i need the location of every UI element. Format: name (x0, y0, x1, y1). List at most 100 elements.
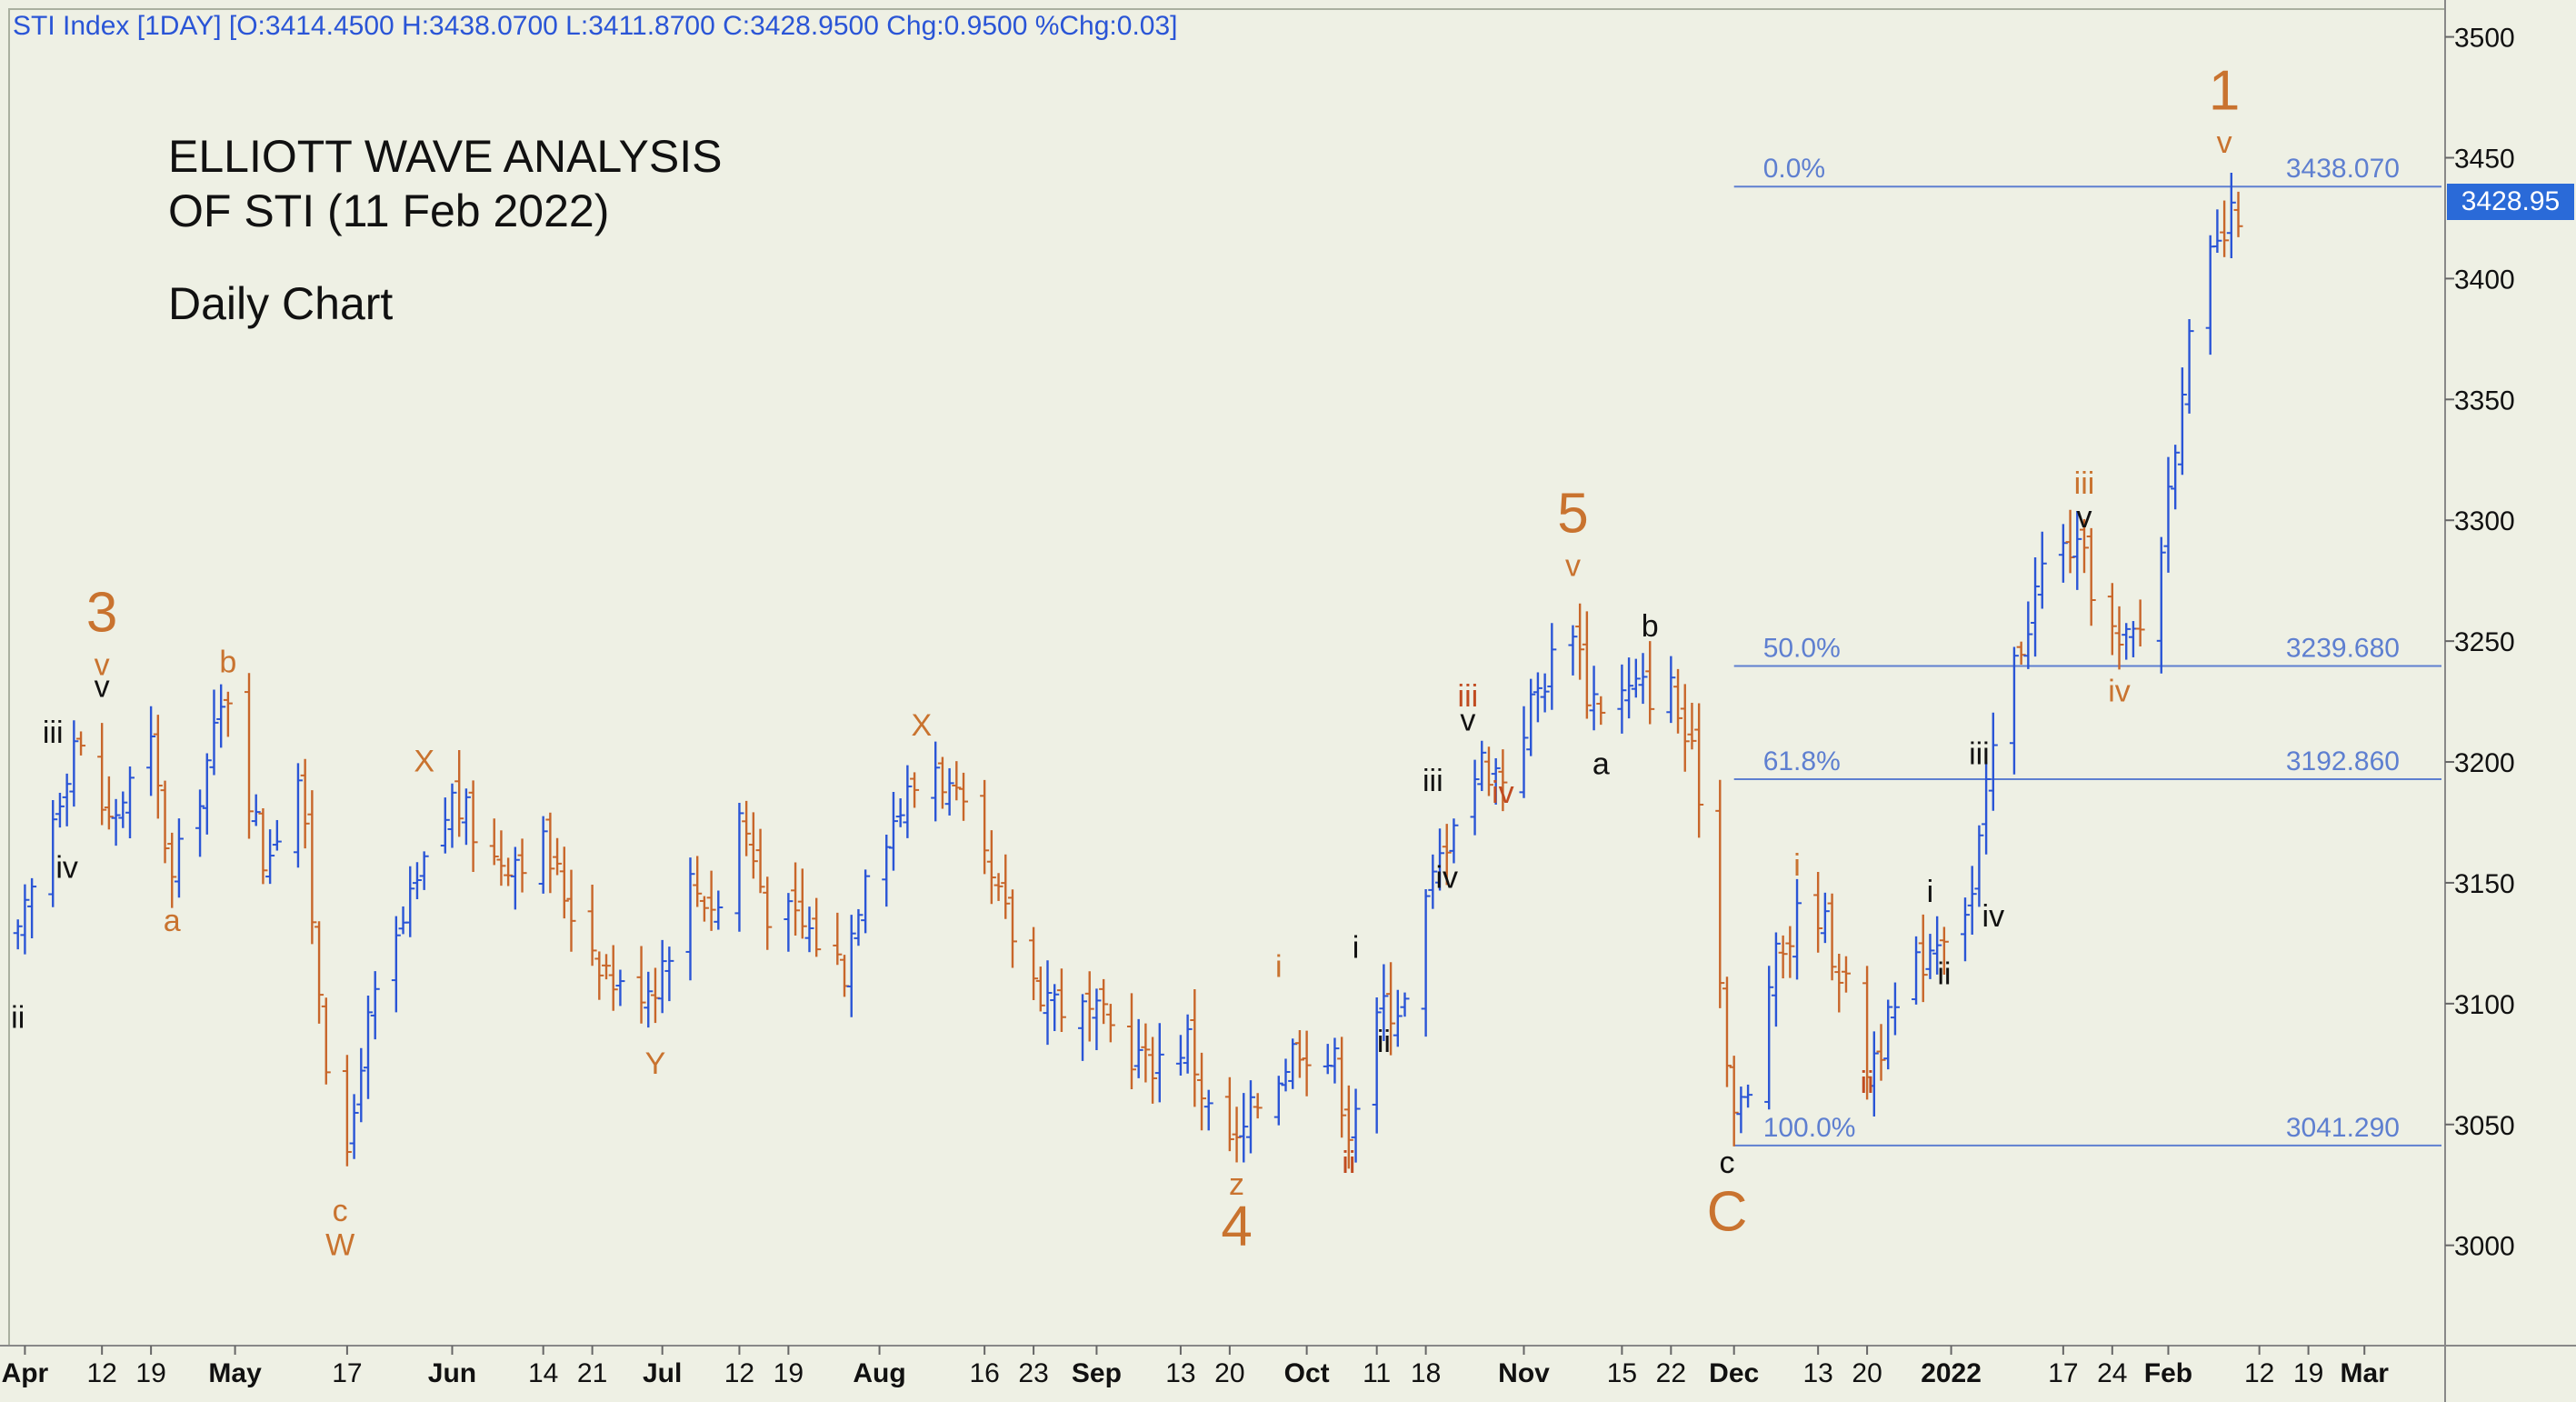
fib-value-2: 3192.860 (2286, 746, 2400, 776)
price-bar-134 (1330, 1037, 1340, 1084)
price-bar-127 (1253, 1093, 1263, 1119)
price-bar-29 (300, 758, 310, 849)
x-tick-label-23: Dec (1709, 1358, 1759, 1388)
price-bar-181 (1785, 926, 1795, 978)
price-bar-3 (48, 800, 58, 907)
price-bar-193 (1912, 936, 1922, 1005)
price-bar-187 (1841, 956, 1851, 993)
x-tick-label-6: 14 (528, 1358, 558, 1388)
price-bar-10 (111, 798, 121, 846)
x-tick-label-12: 16 (969, 1358, 999, 1388)
price-bar-207 (2037, 531, 2047, 609)
price-bar-219 (2163, 456, 2173, 573)
price-bar-114 (1133, 1018, 1143, 1078)
price-bar-110 (1092, 988, 1102, 1050)
wave-label-26: a (1593, 746, 1610, 781)
price-bar-71 (706, 870, 716, 931)
price-bar-149 (1477, 740, 1487, 792)
fib-value-3: 3041.290 (2286, 1113, 2400, 1143)
price-bar-220 (2171, 445, 2181, 510)
price-bar-160 (1582, 611, 1592, 719)
chart-subtitle: Daily Chart (168, 278, 394, 329)
price-bar-30 (307, 790, 317, 945)
x-tick-label-17: Oct (1284, 1358, 1330, 1388)
y-tick-label-2: 3100 (2454, 990, 2515, 1020)
price-bar-25 (258, 807, 268, 885)
x-tick-label-21: 15 (1607, 1358, 1637, 1388)
price-bar-192 (1890, 982, 1900, 1036)
price-bar-165 (1631, 658, 1641, 698)
price-bar-146 (1442, 824, 1452, 886)
price-bar-200 (1974, 825, 1984, 907)
price-bar-41 (412, 862, 422, 900)
price-bars (13, 173, 2243, 1169)
price-bar-49 (496, 830, 506, 886)
last-price-tag: 3428.95 (2447, 184, 2574, 220)
wave-label-7: b (219, 646, 236, 680)
price-bar-142 (1400, 992, 1410, 1017)
x-tick-label-16: 20 (1214, 1358, 1244, 1388)
price-bar-50 (504, 857, 514, 886)
price-bar-179 (1771, 932, 1781, 1027)
price-bar-72 (714, 890, 724, 930)
price-bar-210 (2072, 511, 2082, 590)
y-tick-label-9: 3450 (2454, 144, 2515, 174)
x-tick-label-2: 19 (135, 1358, 165, 1388)
price-bar-116 (1148, 1036, 1158, 1104)
price-bar-76 (755, 828, 765, 894)
price-bar-156 (1540, 673, 1550, 713)
x-tick-label-15: 13 (1165, 1358, 1195, 1388)
price-bar-9 (104, 776, 114, 830)
price-bar-84 (840, 955, 850, 997)
price-bar-218 (2156, 536, 2166, 674)
price-bar-208 (2058, 524, 2068, 583)
price-bar-88 (882, 834, 892, 907)
price-bar-168 (1666, 656, 1676, 724)
x-tick-label-32: Mar (2341, 1358, 2390, 1388)
price-bar-81 (804, 906, 814, 953)
price-bar-150 (1483, 746, 1493, 796)
wave-label-34: iii (1969, 737, 1990, 772)
price-bar-82 (812, 897, 822, 957)
price-bar-64 (644, 971, 654, 1028)
price-bar-175 (1729, 1056, 1739, 1147)
price-bar-171 (1687, 702, 1697, 750)
price-bar-106 (1050, 984, 1060, 1032)
price-bar-77 (763, 876, 773, 950)
wave-label-22: v (1460, 703, 1475, 737)
price-bar-65 (650, 967, 660, 1024)
price-bar-112 (1105, 1004, 1115, 1043)
price-bar-8 (97, 723, 107, 826)
price-bar-33 (342, 1055, 352, 1167)
price-bar-63 (636, 946, 646, 1024)
price-bar-103 (1029, 926, 1039, 1001)
price-bar-125 (1239, 1093, 1249, 1163)
x-tick-label-27: 17 (2048, 1358, 2078, 1388)
price-bar-39 (398, 906, 408, 935)
wave-label-38: iv (2108, 675, 2131, 709)
x-tick-label-9: 12 (724, 1358, 754, 1388)
price-bar-157 (1547, 623, 1557, 710)
price-bar-66 (657, 939, 667, 1014)
price-bar-129 (1281, 1058, 1291, 1092)
price-bar-206 (2031, 556, 2041, 657)
price-bar-167 (1645, 641, 1655, 725)
price-bar-121 (1197, 1052, 1207, 1131)
y-tick-label-1: 3050 (2454, 1111, 2515, 1141)
wave-label-20: iv (1435, 860, 1458, 895)
price-bar-83 (833, 912, 843, 966)
price-bar-7 (76, 731, 86, 756)
x-tick-label-11: Aug (853, 1358, 905, 1388)
price-bar-40 (405, 866, 415, 937)
price-bar-58 (587, 884, 597, 966)
price-bar-74 (742, 800, 752, 856)
price-bar-52 (517, 838, 527, 893)
price-bar-75 (748, 812, 758, 879)
price-bar-13 (146, 706, 156, 796)
price-bar-43 (440, 797, 450, 854)
price-bar-54 (545, 812, 555, 894)
wave-label-36: iii (2074, 466, 2095, 501)
price-bar-211 (2079, 518, 2089, 574)
price-axis: 3000 3050 3100 3150 3200 3250 3300 3350 3400 3450… (2445, 24, 2515, 1262)
